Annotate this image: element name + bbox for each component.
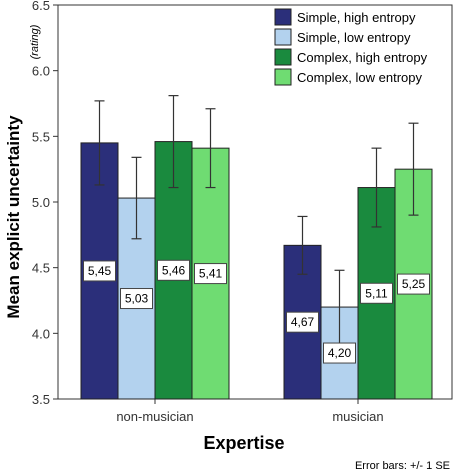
y-axis-label: Mean explicit uncertainty (4, 115, 23, 319)
data-label-box (157, 259, 190, 281)
y-tick-label: 3.5 (32, 392, 50, 407)
data-label-box (286, 311, 319, 333)
x-tick-label: musician (332, 409, 383, 424)
chart-legend: Simple, high entropy Simple, low entropy C… (274, 8, 428, 86)
data-label: 4,67 (291, 315, 315, 329)
data-label: 5,45 (88, 264, 112, 278)
legend-label: Simple, low entropy (297, 30, 411, 45)
x-axis-label: Expertise (203, 433, 284, 453)
data-label-box (194, 263, 227, 285)
legend-swatch (274, 8, 292, 26)
data-label: 5,25 (402, 277, 426, 291)
legend-label: Complex, high entropy (297, 50, 428, 65)
legend-label: Complex, low entropy (297, 70, 422, 85)
data-label: 5,41 (199, 267, 223, 281)
data-label-box (323, 342, 356, 364)
y-tick-label: 6.0 (32, 64, 50, 79)
data-label-box (83, 260, 116, 282)
legend-swatch (274, 48, 292, 66)
y-tick-label: 5.5 (32, 129, 50, 144)
data-label-box (120, 288, 153, 310)
legend-swatch (274, 68, 292, 86)
data-label: 5,11 (365, 286, 388, 300)
data-label: 5,03 (125, 292, 149, 306)
y-tick-label: 6.5 (32, 0, 50, 13)
y-tick-label: 4.0 (32, 326, 50, 341)
x-tick-label: non-musician (116, 409, 193, 424)
data-label-box (360, 282, 393, 304)
chart-error-bars (94, 95, 419, 345)
chart-data-labels: 5,45 5,03 5,46 5,41 4,67 4,20 5,11 5,25 (83, 259, 430, 364)
data-label: 5,46 (162, 263, 186, 277)
error-bars-note: Error bars: +/- 1 SE (355, 460, 450, 472)
data-label: 4,20 (328, 346, 352, 360)
y-tick-label: 4.5 (32, 261, 50, 276)
y-tick-label: 5.0 (32, 195, 50, 210)
data-label-box (397, 273, 430, 295)
y-axis-unit: (rating) (29, 24, 41, 59)
legend-label: Simple, high entropy (297, 10, 416, 25)
legend-swatch (274, 28, 292, 46)
